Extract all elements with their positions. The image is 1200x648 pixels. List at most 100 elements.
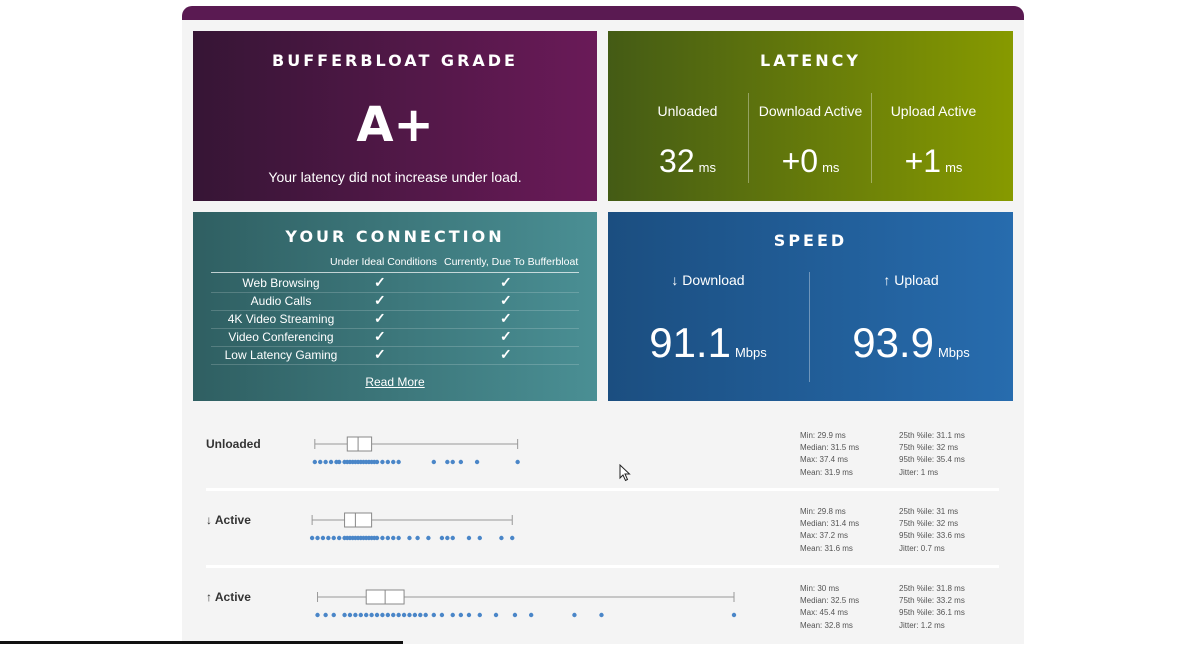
results-panel: BUFFERBLOAT GRADE A+ Your latency did no… bbox=[182, 20, 1024, 644]
latency-upload-label: Upload Active bbox=[890, 103, 977, 119]
stat-line: 95th %ile: 33.6 ms bbox=[899, 531, 965, 541]
sample-point bbox=[418, 612, 423, 618]
sample-point bbox=[445, 459, 450, 465]
stat-line: 95th %ile: 36.1 ms bbox=[899, 608, 965, 618]
iqr-box bbox=[344, 512, 373, 528]
iqr-box bbox=[346, 436, 373, 452]
header-ideal: Under Ideal Conditions bbox=[330, 256, 437, 268]
window-edge bbox=[0, 641, 403, 644]
connection-row: Low Latency Gaming ✓ ✓ bbox=[211, 346, 579, 365]
check-icon: ✓ bbox=[374, 346, 386, 362]
stat-line: Median: 31.4 ms bbox=[800, 519, 860, 529]
stat-line: Jitter: 0.7 ms bbox=[899, 543, 945, 553]
latency-upload-active: Upload Active +1 ms bbox=[872, 91, 995, 181]
sample-point bbox=[380, 612, 385, 618]
sample-point bbox=[369, 612, 374, 618]
sample-point bbox=[415, 535, 420, 541]
sample-point bbox=[458, 459, 464, 465]
sample-point bbox=[493, 612, 499, 618]
sample-point bbox=[426, 535, 431, 541]
latency-unloaded-unit: ms bbox=[698, 160, 716, 175]
plot-separator bbox=[206, 565, 999, 568]
latency-plot-unloaded: Unloaded Min: 29.9 ms Median: 31.5 ms Max:… bbox=[206, 425, 999, 495]
latency-unloaded: Unloaded 32 ms bbox=[626, 91, 749, 181]
plot-label: Unloaded bbox=[206, 437, 261, 451]
connection-row: Audio Calls ✓ ✓ bbox=[211, 292, 579, 311]
stats-left: Min: 29.9 ms Median: 31.5 ms Max: 37.4 ms M… bbox=[800, 430, 859, 479]
sample-point bbox=[312, 459, 318, 465]
connection-row: Video Conferencing ✓ ✓ bbox=[211, 328, 579, 347]
sample-point bbox=[599, 612, 604, 618]
stat-line: Max: 37.2 ms bbox=[800, 531, 849, 541]
stat-line: 75th %ile: 32 ms bbox=[899, 443, 959, 453]
stat-line: Max: 37.4 ms bbox=[800, 455, 849, 465]
sample-point bbox=[336, 459, 342, 465]
connection-row-name: Video Conferencing bbox=[228, 330, 334, 344]
check-icon: ✓ bbox=[374, 274, 386, 290]
sample-point bbox=[412, 612, 418, 618]
sample-point bbox=[358, 612, 363, 618]
sample-point bbox=[401, 612, 407, 618]
sample-point bbox=[385, 612, 391, 618]
boxplot-unloaded bbox=[312, 436, 520, 465]
sample-point bbox=[510, 535, 515, 541]
latency-card: LATENCY Unloaded 32 ms Download Active +0… bbox=[608, 31, 1013, 201]
sample-point bbox=[323, 612, 328, 618]
stats-right: 25th %ile: 31.1 ms 75th %ile: 32 ms 95th %… bbox=[899, 430, 965, 479]
sample-point bbox=[731, 612, 737, 618]
stats-right: 25th %ile: 31.8 ms 75th %ile: 33.2 ms 95th… bbox=[899, 583, 965, 632]
download-value: 91.1 bbox=[649, 319, 731, 366]
grade-description: Your latency did not increase under load… bbox=[268, 169, 522, 185]
sample-point bbox=[323, 459, 328, 465]
sample-point bbox=[439, 612, 445, 618]
sample-point bbox=[431, 612, 437, 618]
check-icon: ✓ bbox=[374, 310, 386, 326]
stat-line: 25th %ile: 31.8 ms bbox=[899, 584, 965, 593]
sample-point bbox=[309, 535, 315, 541]
sample-point bbox=[499, 535, 504, 541]
boxplot-download-active bbox=[309, 512, 515, 541]
latency-unloaded-label: Unloaded bbox=[657, 103, 718, 119]
latency-plot-upload-active: ↑ Active Min: 30 ms Median: 32.5 ms Max: 4… bbox=[206, 578, 999, 648]
sample-point bbox=[347, 612, 353, 618]
sample-point bbox=[407, 535, 412, 541]
stat-line: Jitter: 1.2 ms bbox=[899, 620, 945, 630]
sample-point bbox=[331, 535, 336, 541]
check-icon: ✓ bbox=[500, 274, 512, 290]
sample-point bbox=[374, 612, 380, 618]
sample-point bbox=[342, 612, 347, 618]
sample-point bbox=[450, 612, 455, 618]
stats-right: 25th %ile: 31 ms 75th %ile: 32 ms 95th %il… bbox=[899, 506, 965, 555]
sample-point bbox=[396, 612, 401, 618]
stat-line: Median: 31.5 ms bbox=[800, 443, 860, 453]
sample-point bbox=[353, 612, 358, 618]
latency-divider bbox=[871, 93, 872, 183]
stat-line: 25th %ile: 31.1 ms bbox=[899, 431, 965, 440]
sample-point bbox=[512, 612, 518, 618]
latency-download-active: Download Active +0 ms bbox=[749, 91, 872, 181]
check-icon: ✓ bbox=[374, 328, 386, 344]
stat-line: 25th %ile: 31 ms bbox=[899, 507, 959, 516]
sample-point bbox=[528, 612, 534, 618]
sample-point bbox=[315, 612, 320, 618]
sample-point bbox=[320, 535, 326, 541]
grade-title: BUFFERBLOAT GRADE bbox=[272, 51, 518, 70]
sample-point bbox=[466, 612, 472, 618]
sample-point bbox=[407, 612, 412, 618]
connection-row-name: Low Latency Gaming bbox=[224, 348, 338, 362]
read-more-link[interactable]: Read More bbox=[365, 375, 425, 389]
sample-point bbox=[328, 459, 334, 465]
upload-unit: Mbps bbox=[937, 345, 970, 360]
latency-title: LATENCY bbox=[760, 51, 861, 70]
latency-download-value: +0 bbox=[781, 143, 819, 179]
download-speed: ↓ Download 91.1 Mbps bbox=[608, 267, 808, 387]
sample-point bbox=[458, 612, 464, 618]
sample-point bbox=[477, 612, 482, 618]
latency-divider bbox=[748, 93, 749, 183]
sample-point bbox=[315, 535, 320, 541]
check-icon: ✓ bbox=[500, 310, 512, 326]
stat-line: 95th %ile: 35.4 ms bbox=[899, 455, 965, 465]
connection-row-name: Audio Calls bbox=[250, 294, 312, 308]
connection-row-name: 4K Video Streaming bbox=[227, 312, 335, 326]
sample-point bbox=[450, 535, 455, 541]
